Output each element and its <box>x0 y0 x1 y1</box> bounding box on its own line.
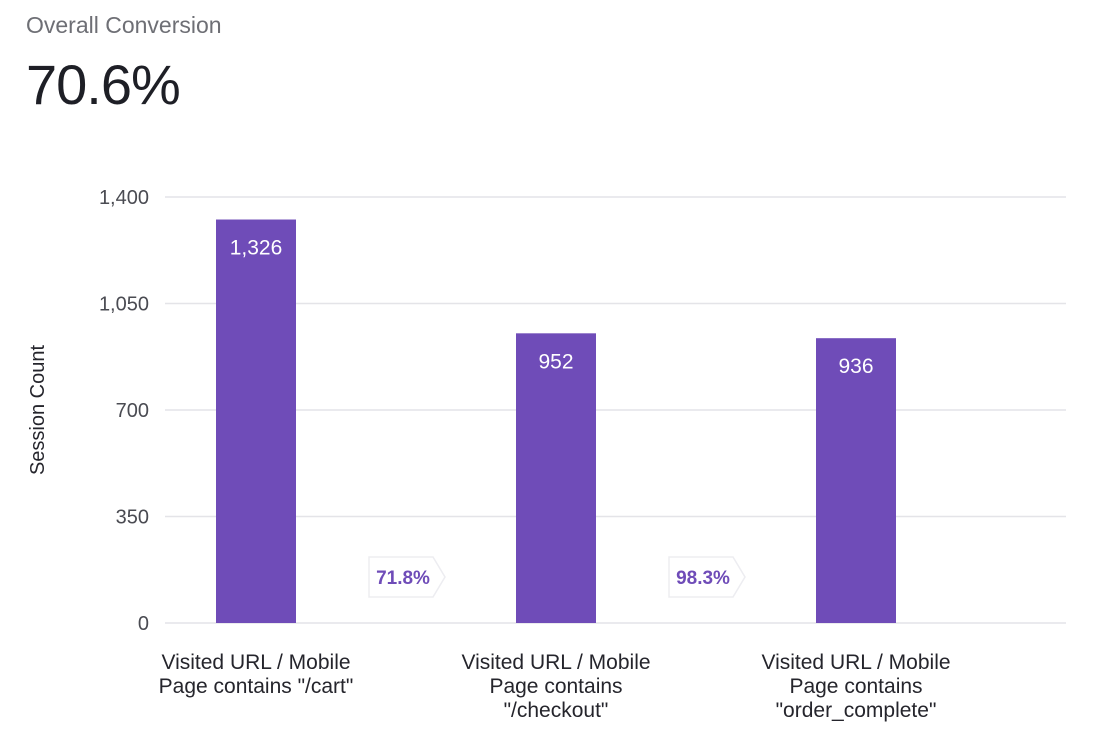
y-tick-label: 0 <box>138 613 149 635</box>
bars: 1,326 952 936 <box>216 219 896 623</box>
y-tick-label: 1,400 <box>99 187 149 209</box>
conversion-badge-shape <box>368 556 446 598</box>
y-axis-ticks: 0 350 700 1,050 1,400 <box>99 187 149 635</box>
y-tick-label: 350 <box>116 507 149 529</box>
conversion-rate-label: 98.3% <box>676 568 730 589</box>
bar[interactable] <box>516 333 596 623</box>
bar[interactable] <box>216 219 296 623</box>
y-tick-label: 700 <box>116 400 149 422</box>
bar-value-label: 1,326 <box>230 237 283 260</box>
overall-conversion-label: Overall Conversion <box>26 12 222 38</box>
x-category-label: Visited URL / Mobile Page contains "/check… <box>461 651 650 722</box>
conversion-badge: 98.3% <box>668 556 746 598</box>
conversion-badge: 71.8% <box>368 556 446 598</box>
bar[interactable] <box>816 338 896 623</box>
x-axis-categories: Visited URL / Mobile Page contains "/cart… <box>159 651 951 722</box>
bar-value-label: 952 <box>538 350 573 373</box>
x-category-label: Visited URL / Mobile Page contains "/cart… <box>159 651 354 698</box>
step-conversions: 71.8% 98.3% <box>368 556 746 598</box>
conversion-rate-label: 71.8% <box>376 568 430 589</box>
y-axis-label: Session Count <box>27 345 49 476</box>
x-category-label: Visited URL / Mobile Page contains "order_… <box>761 651 950 722</box>
conversion-badge-shape <box>668 556 746 598</box>
gridlines <box>165 196 1066 624</box>
overall-conversion-value: 70.6% <box>26 53 181 116</box>
bar-value-label: 936 <box>838 355 873 378</box>
y-tick-label: 1,050 <box>99 294 149 316</box>
